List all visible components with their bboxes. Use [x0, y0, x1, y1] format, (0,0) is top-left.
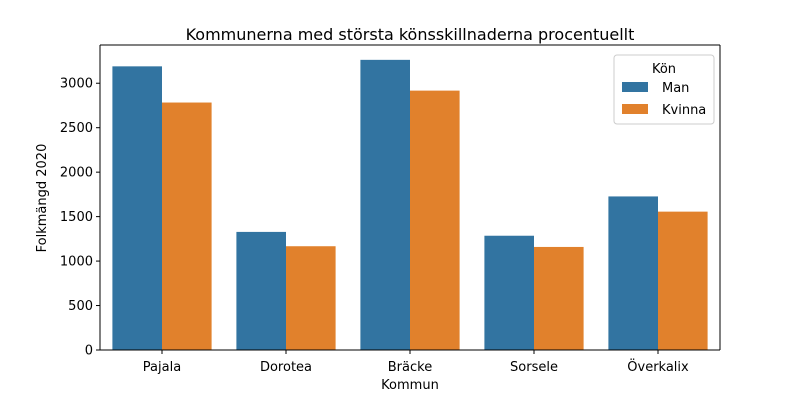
bar-kvinna-4 [658, 211, 708, 350]
bar-man-1 [236, 231, 286, 350]
x-tick-label: Dorotea [260, 360, 312, 375]
y-axis-label: Folkmängd 2020 [35, 144, 50, 253]
x-tick-label: Sorsele [510, 360, 558, 375]
bar-kvinna-0 [162, 102, 212, 350]
bar-kvinna-1 [286, 246, 336, 350]
y-tick-label: 0 [85, 344, 93, 359]
y-tick-label: 1500 [60, 210, 93, 225]
x-tick-label: Överkalix [627, 358, 689, 375]
y-tick-label: 1000 [60, 255, 93, 270]
bars-layer [112, 59, 708, 351]
legend-swatch-man [622, 82, 648, 92]
x-tick-label: Pajala [143, 360, 181, 375]
y-tick-label: 3000 [60, 77, 93, 92]
x-tick-label: Bräcke [388, 360, 432, 375]
axes-layer: 0 500 1000 1500 2000 2500 3000 Pajala Dorotea Brä… [60, 44, 721, 375]
y-tick-label: 2000 [60, 166, 93, 181]
bar-man-0 [112, 66, 162, 350]
bar-man-3 [484, 235, 534, 350]
y-tick-label: 500 [68, 299, 93, 314]
chart-title: Kommunerna med största könsskillnaderna … [186, 25, 635, 44]
legend-label-man: Man [662, 81, 689, 96]
y-tick-label: 2500 [60, 121, 93, 136]
bar-man-2 [360, 59, 410, 350]
legend-label-kvinna: Kvinna [662, 103, 706, 118]
bar-kvinna-3 [534, 246, 584, 350]
legend-items: Man Kvinna [622, 81, 706, 118]
bar-kvinna-2 [410, 90, 460, 351]
legend-title: Kön [652, 62, 676, 77]
x-axis-label: Kommun [381, 378, 439, 393]
legend: Kön Man Kvinna [613, 54, 715, 125]
legend-swatch-kvinna [622, 104, 648, 114]
bar-man-4 [608, 196, 658, 350]
